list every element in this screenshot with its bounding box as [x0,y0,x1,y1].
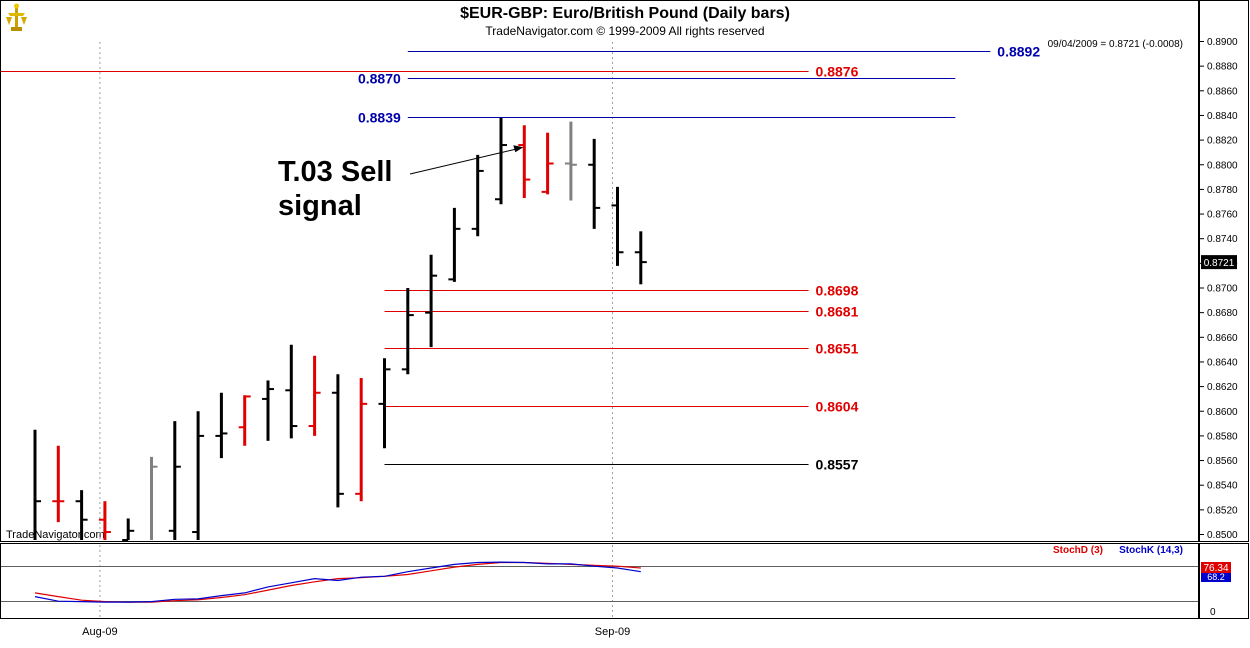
level-label: 0.8681 [816,304,859,320]
price-tick-label: 0.8760 [1207,210,1238,221]
stochd-value-label: 76.34 [1203,563,1228,574]
ohlc-bar [122,518,135,541]
level-label: 0.8892 [997,44,1040,60]
last-price-label: 0.8721 [1204,258,1235,269]
price-tick-label: 0.8860 [1207,86,1238,97]
ohlc-bar [285,344,298,439]
watermark: TradeNavigator.com [6,529,105,541]
price-tick-label: 0.8820 [1207,136,1238,147]
ohlc-bar [192,411,205,540]
copyright-text: TradeNavigator.com © 1999-2009 All right… [485,24,764,38]
gridlines [99,42,613,618]
quote-readout: 09/04/2009 = 0.8721 (-0.0008) [1048,39,1183,50]
price-tick-label: 0.8560 [1207,456,1238,467]
ohlc-bar [355,377,368,502]
ohlc-bar [150,456,158,540]
price-tick-label: 0.8700 [1207,284,1238,295]
level-lines: 0.8892 0.8876 0.8870 0.8839 0.8698 0.8681 0.86… [1,44,1040,473]
level-label: 0.8876 [816,64,859,80]
level-label: 0.8557 [816,457,859,473]
stochk-value-box [1201,572,1231,582]
ohlc-bar [518,125,531,199]
ohlc-bar [588,138,601,229]
price-tick-label: 0.8540 [1207,481,1238,492]
ohlc-bar [634,231,647,285]
signal-arrow-line [409,148,516,175]
stochastic-panel: StochD (3) StochK (14,3) 0 68.276.34 [1,545,1231,618]
stochd-legend: StochD (3) [1053,545,1103,556]
price-tick-label: 0.8840 [1207,111,1238,122]
ohlc-bar [168,421,181,540]
ohlc-bar [98,501,111,540]
ohlc-bar [541,132,554,195]
level-label: 0.8839 [358,110,401,126]
stoch-panel-frame [0,543,1199,619]
sell-signal-text: signal [278,190,362,222]
price-tick-label: 0.8500 [1207,530,1238,541]
stochd-value-box [1201,562,1231,573]
price-tick-label: 0.8620 [1207,382,1238,393]
ohlc-bar [238,395,251,446]
last-price-box [1201,255,1237,270]
ohlc-bar [495,117,507,205]
stoch-tick-label: 0 [1210,607,1216,618]
price-tick-label: 0.8780 [1207,185,1238,196]
price-bars [33,117,647,541]
ohlc-bar [215,392,228,459]
price-tick-label: 0.8640 [1207,357,1238,368]
ohlc-bar [448,207,461,282]
ohlc-bar [33,429,41,540]
date-axis: Aug-09 Sep-09 [82,626,630,638]
ohlc-bar [262,380,274,441]
ohlc-bar [378,358,391,449]
ohlc-bar [425,254,438,348]
ohlc-bar [401,288,414,375]
price-tick-label: 0.8600 [1207,407,1238,418]
price-tick-label: 0.8580 [1207,431,1238,442]
date-tick-label: Aug-09 [82,626,117,638]
level-label: 0.8604 [816,399,859,415]
signal-arrow-head [513,145,524,153]
ohlc-bar [611,186,624,266]
level-label: 0.8870 [358,71,401,87]
price-tick-label: 0.8800 [1207,160,1238,171]
ohlc-bar [75,490,88,540]
ohlc-bar [471,154,484,237]
price-tick-label: 0.8900 [1207,37,1238,48]
stochk-value-label: 68.2 [1207,572,1225,582]
ohlc-bar [52,445,65,523]
price-axis: 0.8900 0.8880 0.8860 0.8840 0.8820 0.8800 0.87… [1199,37,1238,541]
price-panel-frame [0,0,1199,542]
price-tick-label: 0.8880 [1207,62,1238,73]
price-tick-label: 0.8740 [1207,234,1238,245]
price-tick-label: 0.8660 [1207,333,1238,344]
price-tick-label: 0.8680 [1207,308,1238,319]
ohlc-bar [331,374,344,508]
date-tick-label: Sep-09 [595,626,630,638]
sell-signal-text: T.03 Sell [278,156,392,188]
chart-title: $EUR-GBP: Euro/British Pound (Daily bars… [460,5,790,22]
level-label: 0.8698 [816,283,859,299]
price-tick-label: 0.8520 [1207,505,1238,516]
trading-scale-logo-icon [6,3,27,31]
stochk-line [34,561,641,603]
level-label: 0.8651 [816,341,859,357]
price-axis-panel [1199,0,1249,542]
ohlc-bar [308,355,321,436]
stochk-legend: StochK (14,3) [1119,545,1183,556]
ohlc-bar [564,121,577,201]
